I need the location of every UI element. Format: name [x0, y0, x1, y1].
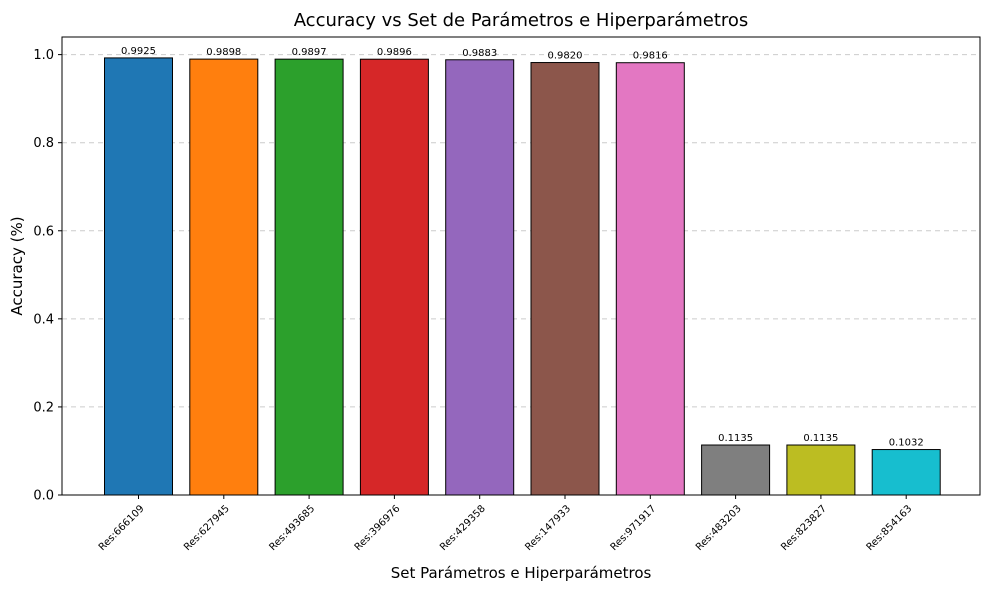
bar-res429358	[445, 59, 515, 496]
bar-res483203	[701, 444, 771, 496]
y-tick-label: 1.0	[33, 48, 54, 63]
x-tick-label: Res:854163	[865, 503, 915, 553]
x-tick-label: Res:429358	[438, 503, 488, 553]
y-tick-label: 0.0	[33, 489, 54, 504]
y-tick-label: 0.4	[33, 312, 54, 327]
data-label: 0.9897	[292, 47, 327, 58]
x-tick-label: Res:823827	[779, 503, 829, 553]
x-tick-label: Res:666109	[97, 503, 147, 553]
data-label: 0.9896	[377, 47, 412, 58]
chart-title: Accuracy vs Set de Parámetros e Hiperpar…	[294, 10, 749, 31]
data-label: 0.9883	[462, 48, 497, 59]
x-axis-label: Set Parámetros e Hiperparámetros	[391, 564, 652, 582]
bar-res823827	[786, 444, 856, 496]
bar-res493685	[274, 58, 344, 496]
data-label: 0.1135	[803, 433, 838, 444]
x-tick-label: Res:483203	[694, 503, 744, 553]
x-tick-label: Res:396976	[353, 503, 403, 553]
data-label: 0.9820	[548, 51, 583, 62]
data-label: 0.9816	[633, 51, 668, 62]
bar-res627945	[189, 58, 259, 496]
y-tick-label: 0.6	[33, 224, 54, 239]
data-label: 0.9898	[206, 47, 241, 58]
y-tick-label: 0.8	[33, 136, 54, 151]
x-tick-label: Res:493685	[267, 503, 317, 553]
plot-frame	[61, 36, 981, 496]
y-axis-label: Accuracy (%)	[8, 216, 26, 315]
x-tick-label: Res:627945	[182, 503, 232, 553]
bar-res971917	[615, 62, 685, 496]
bar-res396976	[359, 58, 429, 496]
data-label: 0.1135	[718, 433, 753, 444]
bar-res854163	[871, 449, 941, 496]
bar-res666109	[104, 57, 173, 496]
x-tick-label: Res:971917	[609, 503, 659, 553]
bar-res147933	[530, 62, 600, 496]
data-label: 0.1032	[889, 438, 924, 449]
y-tick-label: 0.2	[33, 400, 54, 415]
x-tick-label: Res:147933	[523, 503, 573, 553]
data-label: 0.9925	[121, 46, 156, 57]
